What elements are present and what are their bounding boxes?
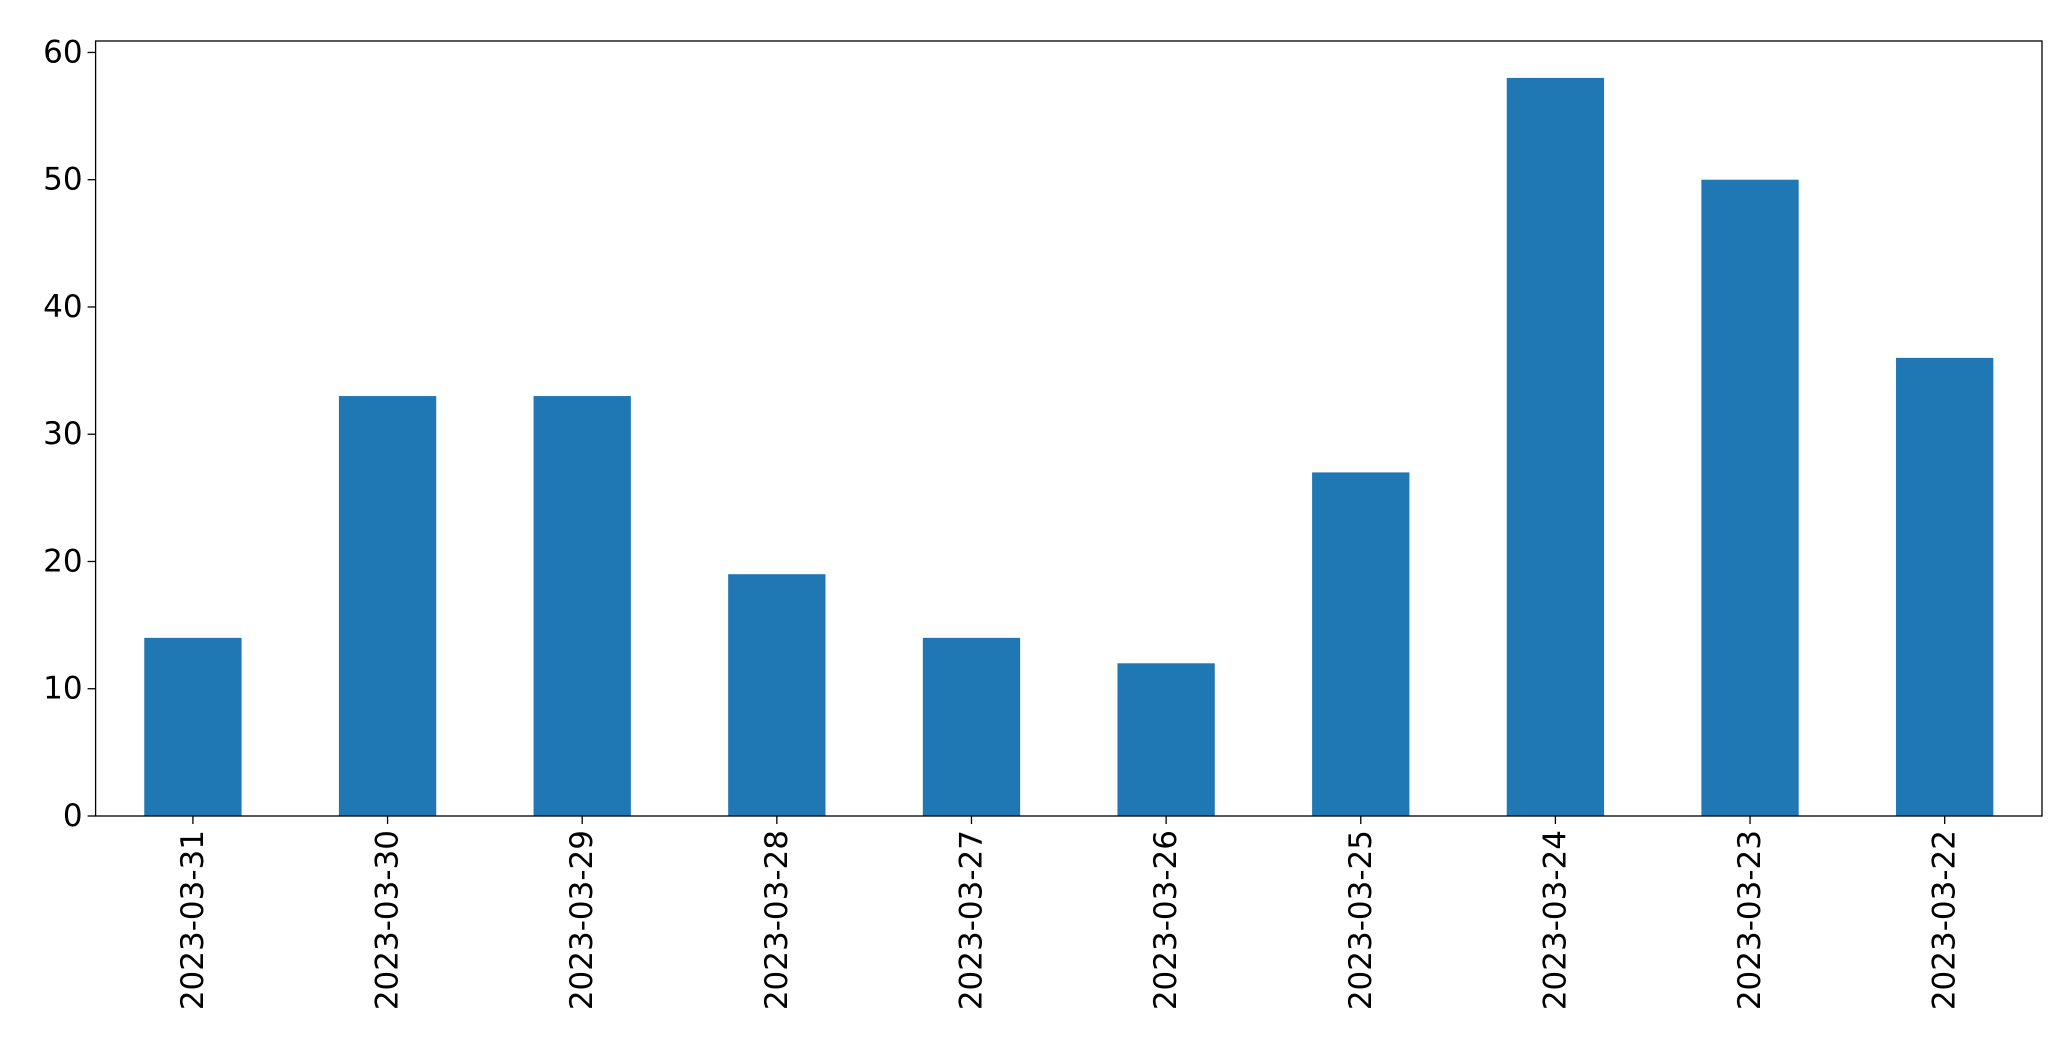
x-tick-label: 2023-03-26 [1148,830,1184,1010]
bar [338,396,437,816]
plot-frame [94,40,2043,817]
bar [1117,663,1215,816]
y-tick-label: 30 [43,416,82,452]
y-tick-label: 60 [43,34,82,70]
x-tick-label: 2023-03-23 [1732,830,1768,1010]
bar [1896,357,1994,816]
y-tick-label: 40 [43,289,82,325]
x-tick-label: 2023-03-24 [1537,830,1573,1010]
bar [1312,472,1410,816]
bar [728,574,826,816]
y-tick-label: 10 [43,671,82,707]
bar [1701,179,1799,816]
x-tick-label: 2023-03-27 [953,830,989,1010]
x-tick-label: 2023-03-30 [370,830,406,1010]
x-tick-label: 2023-03-31 [175,830,211,1010]
y-tick-label: 0 [63,798,83,834]
x-tick-label: 2023-03-29 [564,830,600,1010]
x-tick-label: 2023-03-25 [1343,830,1379,1010]
x-tick-label: 2023-03-22 [1927,830,1963,1010]
bar [533,396,631,816]
y-tick-label: 20 [43,543,82,579]
bar [1506,77,1605,816]
y-tick-label: 50 [43,162,82,198]
x-tick-label: 2023-03-28 [759,830,795,1010]
bar [922,637,1021,816]
bar [144,637,242,816]
